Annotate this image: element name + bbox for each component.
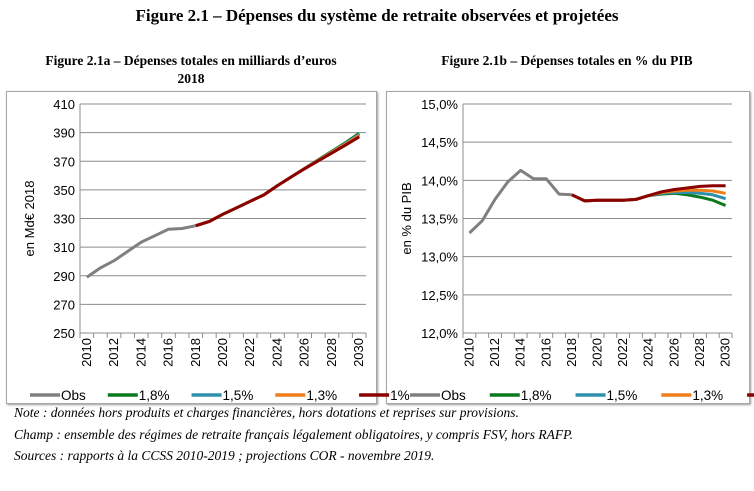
chart-a-legend-label: Obs <box>61 388 86 403</box>
chart-a-xtick-label: 2022 <box>242 338 257 367</box>
chart-b-xtick-label: 2012 <box>487 338 502 367</box>
chart-b-xtick-label: 2016 <box>538 338 553 367</box>
chart-a-xtick-label: 2016 <box>161 338 176 367</box>
chart-b-ytick-label: 13,5% <box>421 212 458 227</box>
chart-a-ytick-label: 310 <box>53 240 75 255</box>
chart-b-legend-label: 1,8% <box>521 388 552 403</box>
chart-a-ytick-label: 410 <box>53 97 75 112</box>
chart-b-y-axis-label: en % du PIB <box>399 182 414 254</box>
chart-a-legend-label: 1,8% <box>139 388 170 403</box>
note-line: Note : données hors produits et charges … <box>14 405 519 420</box>
chart-a-xtick-label: 2010 <box>79 338 94 367</box>
chart-a-series-1-8pct <box>195 132 361 228</box>
chart-a-xtick-label: 2030 <box>351 338 366 367</box>
chart-b-series-Obs <box>468 168 572 235</box>
chart-b-xtick-label: 2014 <box>513 338 528 367</box>
chart-b-xtick-label: 2030 <box>718 338 733 367</box>
chart-b-title: Figure 2.1b – Dépenses totales en % du P… <box>441 53 693 68</box>
chart-b-ytick-label: 15,0% <box>421 97 458 112</box>
chart-a-series-1-3pct <box>195 134 361 228</box>
chart-b-ytick-label: 13,0% <box>421 250 458 265</box>
chart-b-xtick-label: 2024 <box>641 338 656 367</box>
chart-b-xtick-label: 2010 <box>461 338 476 367</box>
chart-a-ytick-label: 330 <box>53 212 75 227</box>
chart-b-xtick-label: 2022 <box>615 338 630 367</box>
sources-line: Sources : rapports à la CCSS 2010-2019 ;… <box>14 448 435 463</box>
chart-a-xtick-label: 2012 <box>106 338 121 367</box>
chart-a-xtick-label: 2014 <box>133 338 148 367</box>
chart-a-xtick-label: 2026 <box>297 338 312 367</box>
chart-b-series-1pct <box>571 184 726 203</box>
chart-a-ytick-label: 390 <box>53 126 75 141</box>
chart-a-title-line-2: 2018 <box>177 71 205 86</box>
chart-a-xtick-label: 2028 <box>324 338 339 367</box>
chart-b-legend-label: Obs <box>441 388 466 403</box>
chart-b-xtick-label: 2028 <box>692 338 707 367</box>
chart-a-legend-label: 1,5% <box>223 388 254 403</box>
chart-a-title-line-1: Figure 2.1a – Dépenses totales en millia… <box>45 53 337 68</box>
chart-a-legend-label: 1% <box>390 388 410 403</box>
chart-b-ytick-label: 12,5% <box>421 288 458 303</box>
chart-a-series-1pct <box>195 135 360 228</box>
notes: Note : données hors produits et charges … <box>14 402 573 467</box>
chart-a-xtick-label: 2020 <box>215 338 230 367</box>
chart-a-xtick-label: 2018 <box>188 338 203 367</box>
chart-a-legend-label: 1,3% <box>306 388 337 403</box>
chart-a-ytick-label: 290 <box>53 269 75 284</box>
chart-a-ytick-label: 370 <box>53 154 75 169</box>
chart-b-xtick-label: 2026 <box>666 338 681 367</box>
chart-b-legend-label: 1,3% <box>692 388 723 403</box>
chart-b-xtick-label: 2018 <box>564 338 579 367</box>
chart-b-panel <box>386 91 750 404</box>
chart-b-legend-label: 1,5% <box>607 388 638 403</box>
chart-a-y-axis-label: en Md€ 2018 <box>22 181 37 257</box>
chart-b-xtick-label: 2020 <box>590 338 605 367</box>
chart-b-ytick-label: 14,0% <box>421 173 458 188</box>
chart-b-ytick-label: 12,0% <box>421 326 458 341</box>
champ-line: Champ : ensemble des régimes de retraite… <box>14 426 574 442</box>
chart-b-ytick-label: 14,5% <box>421 135 458 150</box>
figure-title: Figure 2.1 – Dépenses du système de retr… <box>135 6 619 25</box>
chart-a-ytick-label: 250 <box>53 326 75 341</box>
chart-a-ytick-label: 350 <box>53 183 75 198</box>
chart-a-xtick-label: 2024 <box>269 338 284 367</box>
chart-a-series-Obs <box>85 224 197 279</box>
chart-a-ytick-label: 270 <box>53 297 75 312</box>
chart-a-title: Figure 2.1a – Dépenses totales en millia… <box>6 52 376 88</box>
